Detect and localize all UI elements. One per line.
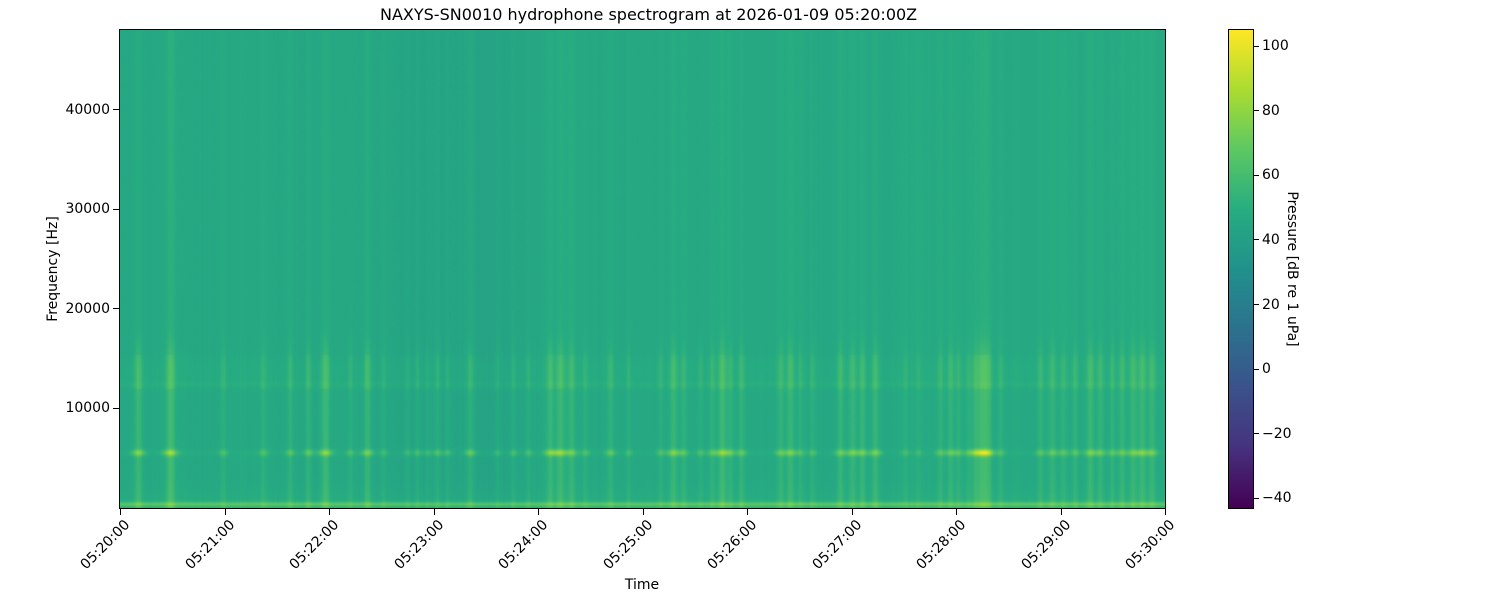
x-tick-label: 05:24:00 [495, 517, 552, 573]
colorbar-tick-label: −20 [1262, 425, 1292, 442]
x-tick-mark [120, 509, 121, 515]
colorbar-tick-mark [1254, 45, 1259, 47]
colorbar-tick-label: 100 [1262, 38, 1289, 55]
colorbar-tick-label: 0 [1262, 361, 1271, 378]
colorbar-tick-mark [1254, 110, 1259, 112]
colorbar-gradient [1229, 30, 1253, 508]
spectrogram-image [120, 30, 1165, 508]
y-tick-mark [113, 407, 119, 409]
colorbar-tick-mark [1254, 304, 1259, 306]
x-tick-label: 05:29:00 [1018, 517, 1074, 573]
chart-title: NAXYS-SN0010 hydrophone spectrogram at 2… [380, 5, 918, 24]
colorbar-tick-label: −40 [1262, 490, 1292, 507]
y-tick-label: 20000 [65, 300, 110, 317]
y-tick-label: 10000 [65, 400, 110, 417]
x-tick-label: 05:30:00 [1122, 517, 1179, 573]
x-tick-mark [224, 509, 226, 515]
colorbar-tick-mark [1254, 368, 1259, 370]
x-tick-label: 05:22:00 [286, 517, 343, 573]
x-tick-mark [1165, 509, 1166, 515]
colorbar-tick-label: 80 [1262, 102, 1280, 119]
x-tick-label: 05:27:00 [809, 517, 865, 573]
y-axis-label: Frequency [Hz] [45, 216, 61, 322]
x-tick-mark [1060, 509, 1062, 515]
x-tick-label: 05:20:00 [77, 517, 134, 573]
colorbar-tick-label: 20 [1262, 296, 1280, 313]
colorbar-tick-label: 60 [1262, 167, 1280, 184]
x-tick-mark [851, 509, 853, 515]
x-tick-mark [747, 509, 748, 515]
x-tick-mark [538, 509, 539, 515]
y-tick-label: 40000 [65, 101, 110, 118]
x-axis-label: Time [624, 577, 660, 593]
x-tick-mark [329, 509, 330, 515]
x-tick-label: 05:23:00 [391, 517, 447, 573]
x-tick-label: 05:28:00 [913, 517, 970, 573]
colorbar-tick-mark [1254, 174, 1259, 176]
y-tick-mark [113, 308, 119, 310]
spectrogram-plot-area [119, 29, 1166, 509]
x-tick-mark [956, 509, 957, 515]
y-tick-mark [113, 208, 119, 210]
colorbar-tick-mark [1254, 497, 1259, 499]
x-tick-label: 05:21:00 [182, 517, 238, 573]
colorbar-tick-label: 40 [1262, 231, 1280, 248]
x-tick-mark [433, 509, 435, 515]
y-tick-mark [113, 109, 119, 111]
colorbar-tick-mark [1254, 433, 1259, 435]
colorbar [1228, 29, 1254, 509]
colorbar-tick-mark [1254, 239, 1259, 241]
x-tick-mark [642, 509, 644, 515]
y-tick-label: 30000 [65, 201, 110, 218]
